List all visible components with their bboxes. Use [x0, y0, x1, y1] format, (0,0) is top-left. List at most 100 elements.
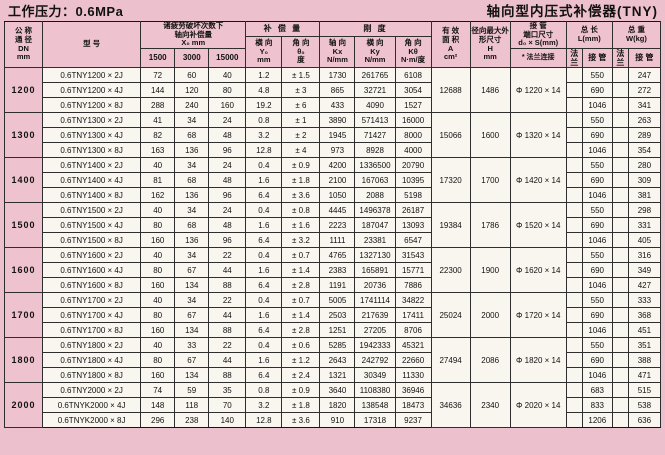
axial-compensation-cell: 160 [140, 367, 176, 384]
axial-compensation-cell: 40 [208, 67, 247, 84]
model-cell: 0.6TNY1800 × 2J [42, 337, 142, 354]
axial-compensation-cell: 160 [140, 322, 176, 339]
lateral-stiffness-cell: 242792 [354, 352, 396, 369]
axial-stiffness-cell: 1820 [319, 397, 356, 414]
model-cell: 0.6TNY1600 × 4J [42, 262, 142, 279]
lateral-stiffness-cell: 571413 [354, 112, 396, 129]
table-row: 0.6TNYK2000 × 4J 148 118 70 3.2 ± 1.8 1820 1385… [5, 397, 662, 414]
lateral-compensation-cell: 12.8 [245, 412, 283, 429]
length-flange-cell [565, 142, 583, 159]
axial-stiffness-cell: 973 [319, 142, 356, 159]
length-pipe-cell: 690 [581, 262, 613, 279]
axial-compensation-cell: 72 [140, 67, 176, 84]
max-od-cell: 1486 [469, 67, 511, 114]
axial-compensation-cell: 59 [174, 382, 210, 399]
table-row: 0.6TNY1400 × 8J 162 136 96 6.4 ± 3.6 1050 2088 5… [5, 187, 662, 204]
dn-cell: 1300 [3, 112, 44, 159]
length-pipe-cell: 1046 [581, 187, 613, 204]
pipe-end-size-cell: Φ 1720 × 14 [509, 292, 567, 339]
pipe-end-size-cell: Φ 2020 × 14 [509, 382, 567, 429]
axial-compensation-cell: 22 [208, 337, 247, 354]
axial-compensation-cell: 33 [174, 337, 210, 354]
angular-stiffness-cell: 36946 [394, 382, 432, 399]
lateral-compensation-cell: 6.4 [245, 277, 283, 294]
model-cell: 0.6TNY1700 × 4J [42, 307, 142, 324]
length-pipe-cell: 1046 [581, 232, 613, 249]
effective-area-cell: 22300 [430, 247, 471, 294]
lateral-stiffness-cell: 30349 [354, 367, 396, 384]
angular-stiffness-cell: 8000 [394, 127, 432, 144]
axial-compensation-cell: 24 [208, 112, 247, 129]
weight-flange-cell [611, 82, 629, 99]
axial-stiffness-cell: 4765 [319, 247, 356, 264]
axial-stiffness-cell: 433 [319, 97, 356, 114]
axial-compensation-cell: 162 [140, 187, 176, 204]
axial-compensation-cell: 22 [208, 292, 247, 309]
length-flange-cell [565, 352, 583, 369]
axial-stiffness-cell: 1730 [319, 67, 356, 84]
axial-compensation-cell: 88 [208, 322, 247, 339]
model-cell: 0.6TNY1800 × 4J [42, 352, 142, 369]
header-model: 型 号 [42, 20, 142, 69]
header-weight-pipe: 接 管 [627, 47, 662, 69]
length-pipe-cell: 1046 [581, 277, 613, 294]
model-cell: 0.6TNY1300 × 8J [42, 142, 142, 159]
angular-stiffness-cell: 9237 [394, 412, 432, 429]
length-flange-cell [565, 157, 583, 174]
max-od-cell: 2086 [469, 337, 511, 384]
weight-flange-cell [611, 97, 629, 114]
axial-compensation-cell: 148 [140, 397, 176, 414]
axial-stiffness-cell: 4445 [319, 202, 356, 219]
header-flange-connection: * 法兰连接 [509, 47, 567, 69]
lateral-compensation-cell: 1.6 [245, 307, 283, 324]
weight-pipe-cell: 309 [627, 172, 662, 189]
weight-flange-cell [611, 157, 629, 174]
length-flange-cell [565, 292, 583, 309]
effective-area-cell: 27494 [430, 337, 471, 384]
lateral-compensation-cell: 3.2 [245, 397, 283, 414]
weight-flange-cell [611, 202, 629, 219]
length-pipe-cell: 690 [581, 352, 613, 369]
axial-compensation-cell: 160 [208, 97, 247, 114]
weight-flange-cell [611, 277, 629, 294]
axial-stiffness-cell: 3640 [319, 382, 356, 399]
weight-pipe-cell: 388 [627, 352, 662, 369]
lateral-stiffness-cell: 4090 [354, 97, 396, 114]
axial-stiffness-cell: 1191 [319, 277, 356, 294]
axial-compensation-cell: 68 [174, 127, 210, 144]
axial-compensation-cell: 68 [174, 217, 210, 234]
axial-compensation-cell: 24 [208, 202, 247, 219]
pipe-end-size-cell: Φ 1620 × 14 [509, 247, 567, 294]
weight-pipe-cell: 368 [627, 307, 662, 324]
angular-stiffness-cell: 20790 [394, 157, 432, 174]
pipe-end-size-cell: Φ 1420 × 14 [509, 157, 567, 204]
table-body: 1200 0.6TNY1200 × 2J 72 60 40 1.2 ± 1.5 1730 261… [3, 67, 662, 429]
length-pipe-cell: 1046 [581, 322, 613, 339]
weight-flange-cell [611, 112, 629, 129]
header-total-weight: 总 重 W(kg) [611, 21, 662, 49]
axial-compensation-cell: 136 [174, 232, 210, 249]
angular-stiffness-cell: 8706 [394, 322, 432, 339]
weight-pipe-cell: 636 [627, 412, 662, 429]
axial-compensation-cell: 118 [174, 397, 210, 414]
angular-compensation-cell: ± 1.6 [281, 217, 321, 234]
effective-area-cell: 19384 [430, 202, 471, 249]
length-pipe-cell: 690 [581, 307, 613, 324]
axial-compensation-cell: 136 [174, 142, 210, 159]
max-od-cell: 2000 [469, 292, 511, 339]
length-pipe-cell: 690 [581, 217, 613, 234]
lateral-stiffness-cell: 167063 [354, 172, 396, 189]
axial-stiffness-cell: 2643 [319, 352, 356, 369]
axial-stiffness-cell: 865 [319, 82, 356, 99]
table-row: 1600 0.6TNY1600 × 2J 40 34 22 0.4 ± 0.7 4765 132… [3, 247, 662, 294]
header-axial-stiffness: 轴 向 Kx N/mm [319, 35, 356, 69]
pipe-end-size-cell: Φ 1220 × 14 [509, 67, 567, 114]
lateral-compensation-cell: 0.8 [245, 382, 283, 399]
weight-flange-cell [611, 187, 629, 204]
weight-pipe-cell: 263 [627, 112, 662, 129]
length-pipe-cell: 1046 [581, 142, 613, 159]
axial-stiffness-cell: 2503 [319, 307, 356, 324]
length-pipe-cell: 550 [581, 337, 613, 354]
axial-compensation-cell: 34 [174, 157, 210, 174]
weight-flange-cell [611, 367, 629, 384]
